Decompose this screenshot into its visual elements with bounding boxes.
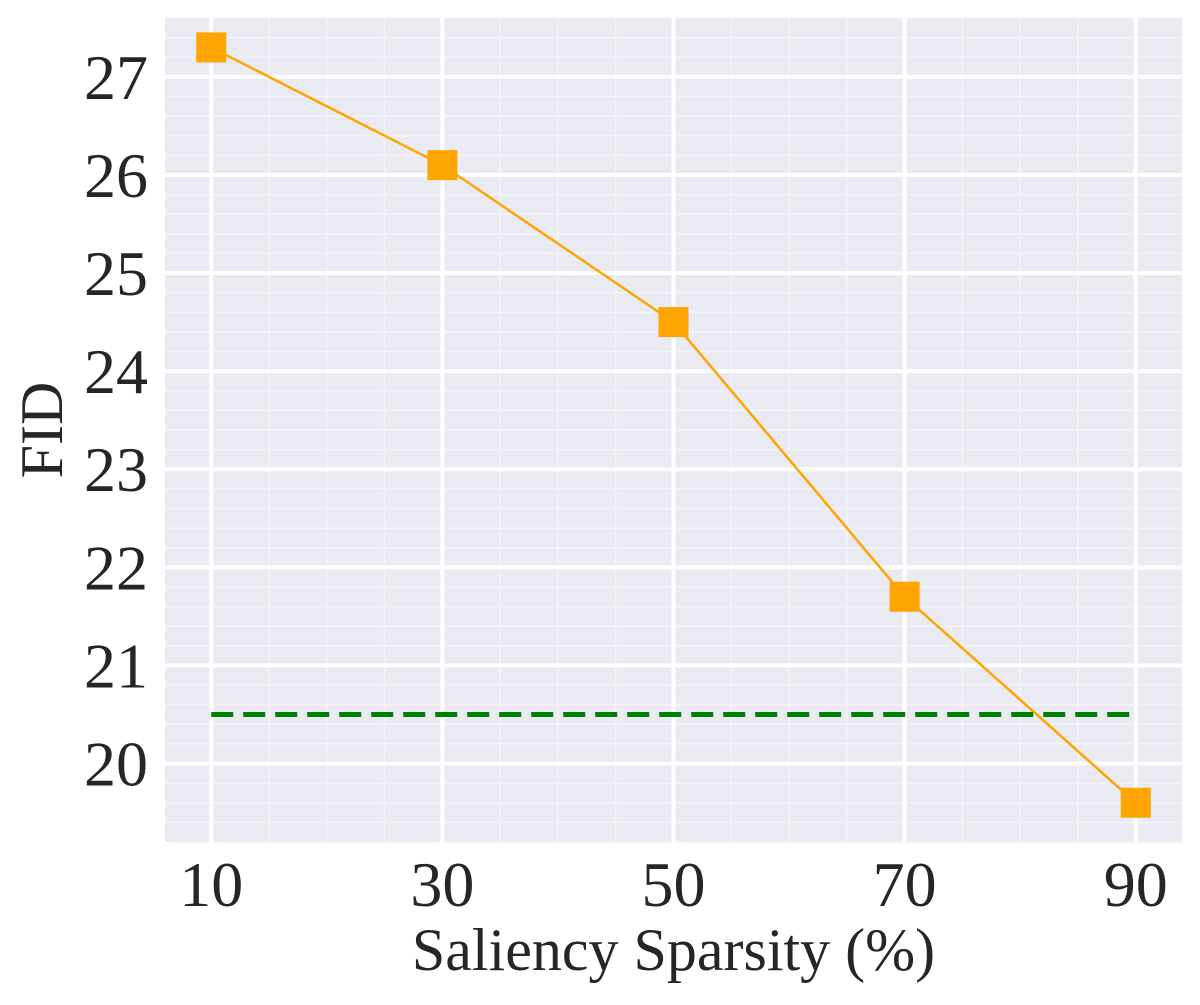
x-axis-title: Saliency Sparsity (%) xyxy=(412,917,935,983)
y-tick-labels: 20 21 22 23 24 25 26 27 xyxy=(84,42,148,800)
y-tick-label: 27 xyxy=(84,42,148,113)
x-tick-label: 90 xyxy=(1104,849,1168,920)
data-point-marker xyxy=(889,581,920,612)
series-layer xyxy=(196,32,1151,818)
y-axis-title: FID xyxy=(9,382,75,479)
y-tick-label: 22 xyxy=(84,532,148,603)
major-gridlines xyxy=(165,18,1182,842)
x-tick-label: 30 xyxy=(410,849,474,920)
x-tick-label: 70 xyxy=(873,849,937,920)
data-point-marker xyxy=(196,32,227,63)
y-tick-label: 26 xyxy=(84,140,148,211)
data-point-marker xyxy=(658,307,689,338)
x-tick-labels: 10 30 50 70 90 xyxy=(179,849,1168,920)
y-tick-label: 20 xyxy=(84,729,148,800)
data-point-marker xyxy=(1120,787,1151,818)
y-tick-label: 24 xyxy=(84,336,148,407)
y-tick-label: 25 xyxy=(84,238,148,309)
y-tick-label: 23 xyxy=(84,434,148,505)
data-point-marker xyxy=(427,150,458,181)
x-tick-label: 10 xyxy=(179,849,243,920)
x-tick-label: 50 xyxy=(642,849,706,920)
y-tick-label: 21 xyxy=(84,630,148,701)
